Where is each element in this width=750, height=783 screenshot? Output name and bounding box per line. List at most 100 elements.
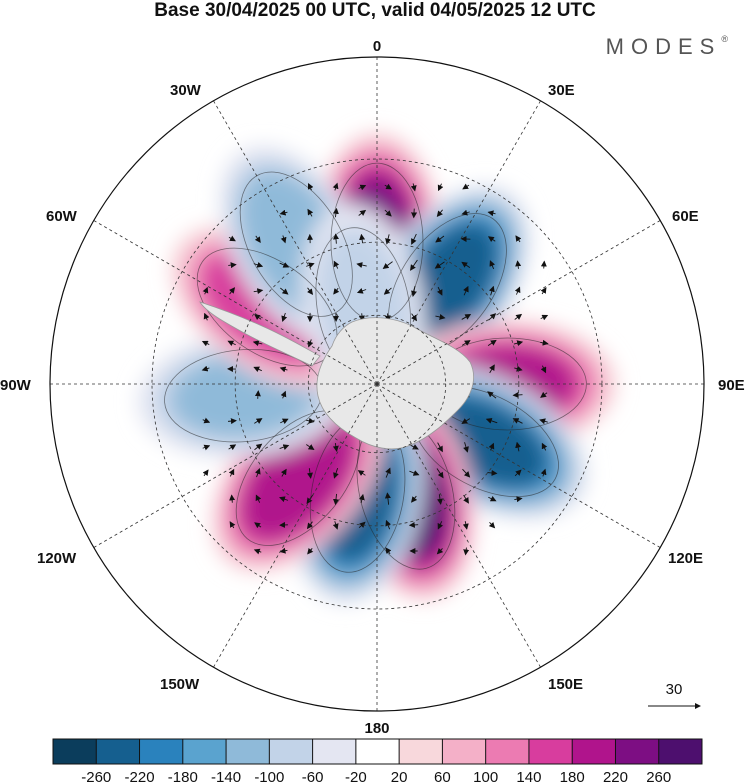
colorbar-swatch (485, 739, 530, 764)
wind-vector (540, 314, 549, 321)
wind-vector (280, 390, 287, 399)
wind-vector (409, 470, 420, 476)
wind-vector (488, 521, 496, 529)
meridian-line (376, 383, 661, 548)
wind-vector (489, 364, 495, 374)
wind-vector (489, 260, 496, 270)
wind-vector (385, 547, 392, 555)
wind-vector (279, 547, 288, 554)
antarctic-peninsula (199, 301, 321, 367)
wind-vector (252, 340, 263, 347)
wind-vector (202, 286, 209, 295)
meridian-line (376, 383, 541, 668)
wind-vector (435, 313, 446, 320)
wind-vector (357, 470, 366, 476)
colorbar-swatch (615, 739, 660, 764)
map-disc (50, 57, 704, 711)
wind-vector (203, 312, 210, 321)
colorbar-frame (52, 738, 703, 765)
colorbar-tick-label: 20 (391, 769, 408, 783)
wind-vector (333, 287, 340, 295)
colorbar-swatch (53, 739, 97, 764)
wind-vector (461, 261, 471, 269)
wind-vector (485, 417, 498, 424)
wind-vector (253, 548, 262, 555)
wind-vector (254, 443, 263, 451)
wind-vector (228, 418, 237, 425)
lon-label-120w: 120W (37, 550, 77, 567)
wind-vector (254, 418, 263, 424)
wind-vector (487, 339, 497, 346)
wind-vector (515, 260, 522, 269)
wind-vector (463, 442, 469, 453)
brand-registered-mark: ® (721, 34, 728, 44)
wind-vector (436, 468, 444, 479)
wind-vector (410, 259, 418, 271)
wind-vector (385, 234, 391, 245)
colorbar-swatch (658, 739, 703, 764)
latitude-circle (234, 241, 520, 527)
wind-vector (254, 522, 262, 529)
colorbar-tick-label: -60 (302, 769, 324, 783)
colorbar-tick-label: -20 (345, 769, 367, 783)
wind-vector (435, 235, 445, 243)
wind-vector (436, 547, 444, 555)
wind-vector (253, 366, 262, 373)
wind-vector (461, 340, 471, 346)
lon-label-30e: 30E (548, 82, 575, 99)
wind-vector (307, 547, 314, 555)
wind-vector (382, 261, 393, 269)
wind-vector (281, 312, 288, 322)
reference-vector-label: 30 (666, 681, 683, 698)
wind-vector (488, 285, 495, 296)
wind-vector (436, 209, 443, 217)
colorbar-swatch (139, 739, 184, 764)
lon-label-180: 180 (364, 720, 389, 737)
wind-vector (279, 366, 288, 373)
wind-vector (487, 210, 496, 217)
wind-vector (227, 340, 236, 347)
wind-vector (437, 494, 443, 505)
wind-vector (515, 235, 522, 243)
map-title: Base 30/04/2025 00 UTC, valid 04/05/2025… (154, 0, 596, 21)
wind-vector (540, 365, 547, 374)
wind-vector (540, 339, 549, 346)
wind-vector (332, 207, 339, 218)
brand-logo: MODES® (606, 34, 728, 60)
colorbar-tick-label: 260 (646, 769, 671, 783)
wind-vector (462, 521, 469, 530)
meridian-line (213, 100, 378, 385)
wind-vector (280, 468, 287, 477)
colorbar-tick-label: -180 (168, 769, 198, 783)
wind-vector (358, 209, 367, 216)
wind-vector (540, 468, 547, 477)
wind-vector (333, 260, 340, 269)
wind-vector (202, 469, 209, 477)
wind-vector (228, 262, 237, 269)
colorbar-tick-label: 220 (603, 769, 628, 783)
wind-vector (307, 287, 314, 295)
wind-vector (514, 286, 521, 295)
colorbar-tick-label: 100 (473, 769, 498, 783)
brand-name: MODES (605, 34, 722, 59)
colorbar-swatch (355, 739, 400, 764)
wind-vector (279, 262, 290, 268)
meridian-line (93, 383, 378, 548)
wind-vector (228, 287, 236, 295)
colorbar-tick-label: -220 (125, 769, 155, 783)
wind-vector (385, 519, 391, 530)
wind-vector (384, 209, 392, 217)
lon-label-60w: 60W (46, 208, 78, 225)
wind-vector (279, 209, 288, 216)
wind-vector (306, 444, 315, 450)
wind-vector (333, 233, 340, 244)
wind-vector (279, 444, 290, 450)
wind-vector (514, 365, 523, 372)
colorbar-tick-label: -100 (254, 769, 284, 783)
wind-vector (462, 183, 470, 190)
wind-vector (253, 261, 264, 268)
wind-vector (540, 260, 547, 269)
wind-vector (228, 235, 236, 242)
wind-vector (488, 442, 495, 451)
wind-vector (410, 183, 417, 192)
